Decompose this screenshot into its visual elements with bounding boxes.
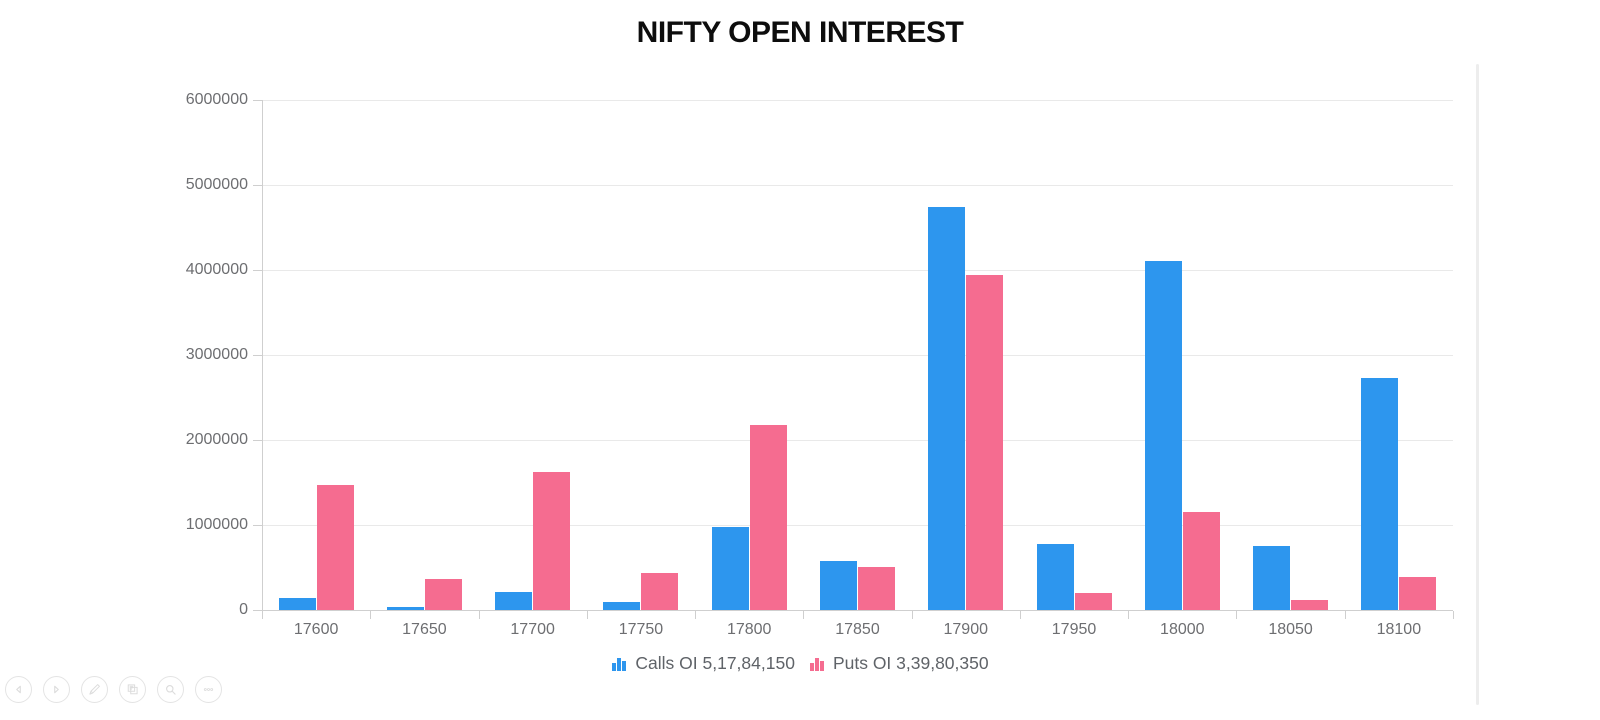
bar-calls-oi-17900[interactable] <box>928 207 966 610</box>
x-axis-tick <box>1019 611 1021 619</box>
x-axis-tick <box>262 611 263 619</box>
gridline <box>262 524 1453 526</box>
bar-calls-oi-17750[interactable] <box>603 602 641 610</box>
nav-more-button[interactable] <box>195 676 222 703</box>
bar-puts-oi-18000[interactable] <box>1182 512 1220 610</box>
y-axis-label: 3000000 <box>185 346 248 363</box>
bar-puts-oi-18050[interactable] <box>1291 600 1329 610</box>
x-axis-tick <box>1453 611 1454 619</box>
y-axis-tick <box>253 525 262 526</box>
bar-puts-oi-17700[interactable] <box>533 472 571 610</box>
bar-calls-oi-17950[interactable] <box>1036 544 1074 610</box>
x-axis-tick <box>586 611 588 619</box>
y-axis-label: 2000000 <box>185 431 248 448</box>
bar-puts-oi-17600[interactable] <box>316 485 354 610</box>
x-axis-label: 17950 <box>1051 621 1097 638</box>
y-axis-tick <box>253 355 262 356</box>
nav-edit-button[interactable] <box>81 676 108 703</box>
x-axis-label: 17650 <box>402 621 447 638</box>
nav-previous-button[interactable] <box>5 676 32 703</box>
bar-puts-oi-17900[interactable] <box>966 275 1004 610</box>
x-axis-tick <box>1344 611 1346 619</box>
chart-legend: Calls OI 5,17,84,150 Puts OI 3,39,80,350 <box>0 650 1600 676</box>
y-axis-label: 5000000 <box>185 176 248 193</box>
x-axis-label: 17700 <box>510 621 555 638</box>
gridline <box>262 354 1453 356</box>
pencil-icon <box>86 681 103 698</box>
ellipsis-icon <box>200 681 217 698</box>
gridline <box>262 269 1453 271</box>
x-axis-label: 18000 <box>1160 621 1205 638</box>
legend-label-calls: Calls OI 5,17,84,150 <box>635 652 795 673</box>
x-axis-tick <box>1236 611 1238 619</box>
bar-puts-oi-17800[interactable] <box>749 425 787 610</box>
bar-calls-oi-17600[interactable] <box>278 598 316 610</box>
bar-calls-oi-17850[interactable] <box>820 561 857 610</box>
x-axis-label: 17800 <box>726 621 772 638</box>
bar-calls-oi-17700[interactable] <box>495 592 533 610</box>
bar-puts-oi-17950[interactable] <box>1074 593 1112 610</box>
bar-puts-oi-18100[interactable] <box>1399 577 1437 610</box>
legend-label-puts: Puts OI 3,39,80,350 <box>832 652 989 673</box>
y-axis-label: 1000000 <box>185 516 248 533</box>
legend-item-puts[interactable]: Puts OI 3,39,80,350 <box>809 653 989 674</box>
gridline <box>262 184 1453 186</box>
y-axis-tick <box>253 270 262 271</box>
x-axis-label: 17600 <box>293 621 339 638</box>
calls-column-marker-icon <box>611 655 628 672</box>
overlapping-squares-icon <box>124 681 141 698</box>
nav-toolbar <box>5 676 222 703</box>
x-axis-tick <box>370 611 372 619</box>
magnifier-icon <box>162 681 179 698</box>
x-axis-label: 18100 <box>1376 621 1422 638</box>
y-axis-tick <box>253 440 262 441</box>
y-axis-tick <box>253 185 262 186</box>
vertical-scrollbar-track[interactable] <box>1476 64 1479 705</box>
bar-calls-oi-17650[interactable] <box>386 607 424 610</box>
bar-calls-oi-18000[interactable] <box>1144 261 1182 610</box>
puts-column-marker-icon <box>809 655 826 672</box>
triangle-right-icon <box>48 681 65 698</box>
y-axis-label: 0 <box>239 601 248 618</box>
nav-zoom-button[interactable] <box>157 676 184 703</box>
bar-calls-oi-18100[interactable] <box>1361 378 1399 610</box>
y-axis-label: 4000000 <box>185 261 248 278</box>
y-axis-tick <box>253 100 262 101</box>
x-axis-label: 17750 <box>618 621 664 638</box>
x-axis-label: 17850 <box>835 621 880 638</box>
bar-calls-oi-18050[interactable] <box>1253 546 1291 610</box>
x-axis-tick <box>803 611 805 619</box>
x-axis-label: 17900 <box>943 621 989 638</box>
x-axis-line <box>262 610 1453 611</box>
y-axis-label: 6000000 <box>185 91 248 108</box>
gridline <box>262 99 1453 101</box>
x-axis-tick <box>1128 611 1130 619</box>
y-axis-line <box>262 100 263 610</box>
nav-copy-view-button[interactable] <box>119 676 146 703</box>
triangle-left-icon <box>10 681 27 698</box>
bar-puts-oi-17750[interactable] <box>641 573 679 610</box>
x-axis-tick <box>695 611 697 619</box>
x-axis-tick <box>478 611 480 619</box>
x-axis-tick <box>911 611 913 619</box>
nav-next-button[interactable] <box>43 676 70 703</box>
chart-title: NIFTY OPEN INTEREST <box>636 16 964 49</box>
y-axis-tick <box>253 610 262 611</box>
legend-item-calls[interactable]: Calls OI 5,17,84,150 <box>611 653 795 674</box>
bar-puts-oi-17650[interactable] <box>424 579 462 610</box>
x-axis-label: 18050 <box>1268 621 1313 638</box>
bar-calls-oi-17800[interactable] <box>711 527 749 610</box>
bar-puts-oi-17850[interactable] <box>858 567 895 610</box>
gridline <box>262 439 1453 441</box>
